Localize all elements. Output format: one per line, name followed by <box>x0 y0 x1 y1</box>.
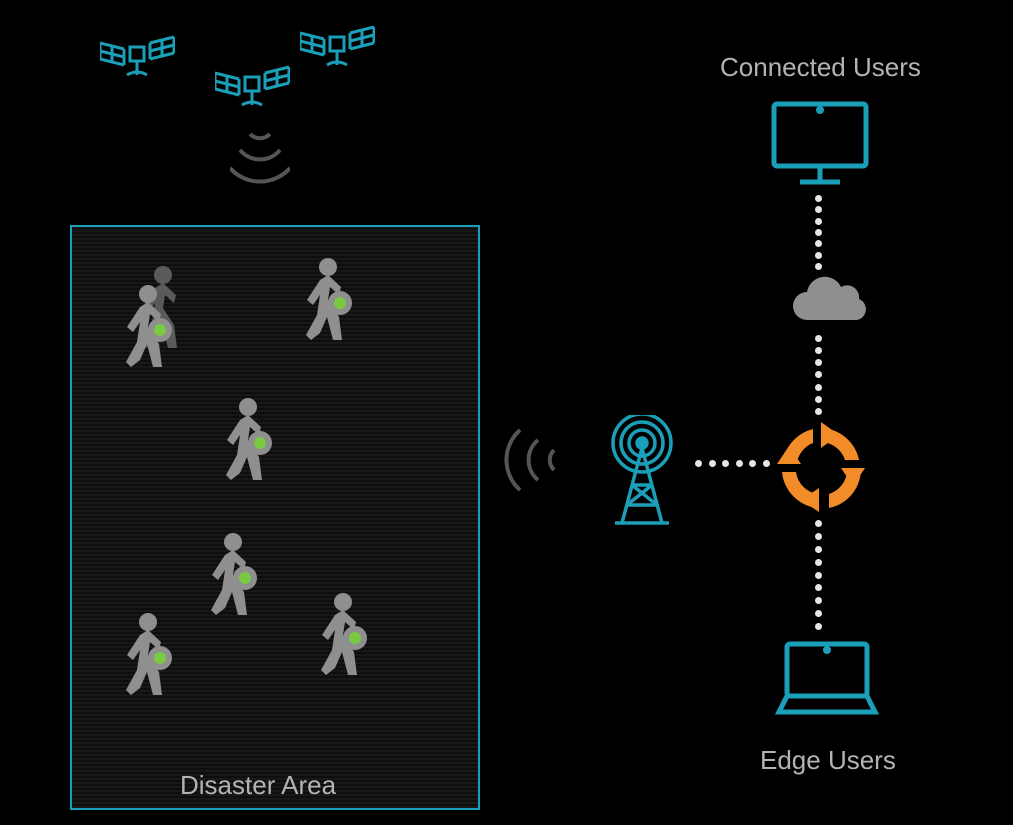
laptop-icon <box>775 640 879 723</box>
signal-arcs-icon <box>230 118 290 203</box>
person-icon <box>115 282 180 377</box>
person-icon <box>295 255 360 350</box>
signal-arcs-icon <box>500 420 560 515</box>
dotted-connector <box>695 460 770 467</box>
sync-icon <box>773 420 869 521</box>
satellite-icon <box>300 15 375 78</box>
dotted-connector <box>815 520 822 630</box>
cell-tower-icon <box>600 415 685 535</box>
monitor-icon <box>770 100 870 193</box>
cloud-icon <box>785 275 870 330</box>
person-icon <box>310 590 375 685</box>
person-icon <box>215 395 280 490</box>
dotted-connector <box>815 335 822 415</box>
satellite-icon <box>100 25 175 88</box>
person-icon <box>115 610 180 705</box>
satellite-icon <box>215 55 290 118</box>
edge-users-label: Edge Users <box>760 745 896 776</box>
connected-users-label: Connected Users <box>720 52 921 83</box>
disaster-area-label: Disaster Area <box>180 770 336 801</box>
person-icon <box>200 530 265 625</box>
dotted-connector <box>815 195 822 270</box>
